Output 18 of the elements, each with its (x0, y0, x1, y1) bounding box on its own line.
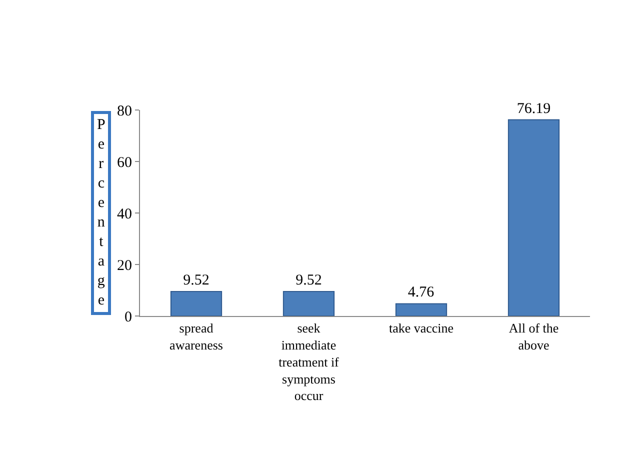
bar (508, 119, 560, 316)
y-tick-label: 0 (124, 309, 132, 326)
y-tick-label: 60 (117, 154, 132, 171)
data-label: 76.19 (516, 100, 551, 117)
data-label: 4.76 (408, 284, 435, 301)
x-tick-label: take vaccine (388, 320, 454, 336)
y-tick-label: 40 (117, 206, 132, 222)
data-label: 9.52 (296, 272, 322, 288)
y-tick-label: 80 (117, 103, 132, 120)
y-tick-label: 20 (117, 258, 132, 274)
x-tick-label: spread awareness (170, 320, 223, 352)
data-label: 9.52 (183, 272, 210, 288)
text: Percentage (97, 117, 106, 308)
bar (395, 303, 448, 316)
x-tick-label: All of the above (508, 320, 559, 352)
bar (282, 290, 335, 316)
x-tick-label: seek immediate treatment if symptoms occur (278, 320, 340, 404)
bar (170, 290, 222, 316)
